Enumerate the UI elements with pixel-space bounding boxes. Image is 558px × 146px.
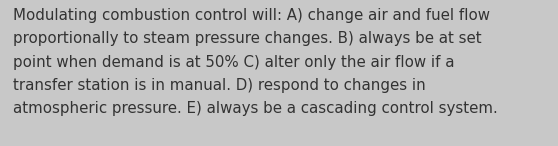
Text: point when demand is at 50% C) alter only the air flow if a: point when demand is at 50% C) alter onl… — [13, 55, 455, 70]
Text: transfer station is in manual. D) respond to changes in: transfer station is in manual. D) respon… — [13, 78, 426, 93]
Text: Modulating combustion control will: A) change air and fuel flow: Modulating combustion control will: A) c… — [13, 8, 490, 23]
Text: atmospheric pressure. E) always be a cascading control system.: atmospheric pressure. E) always be a cas… — [13, 101, 498, 116]
Text: proportionally to steam pressure changes. B) always be at set: proportionally to steam pressure changes… — [13, 31, 482, 46]
